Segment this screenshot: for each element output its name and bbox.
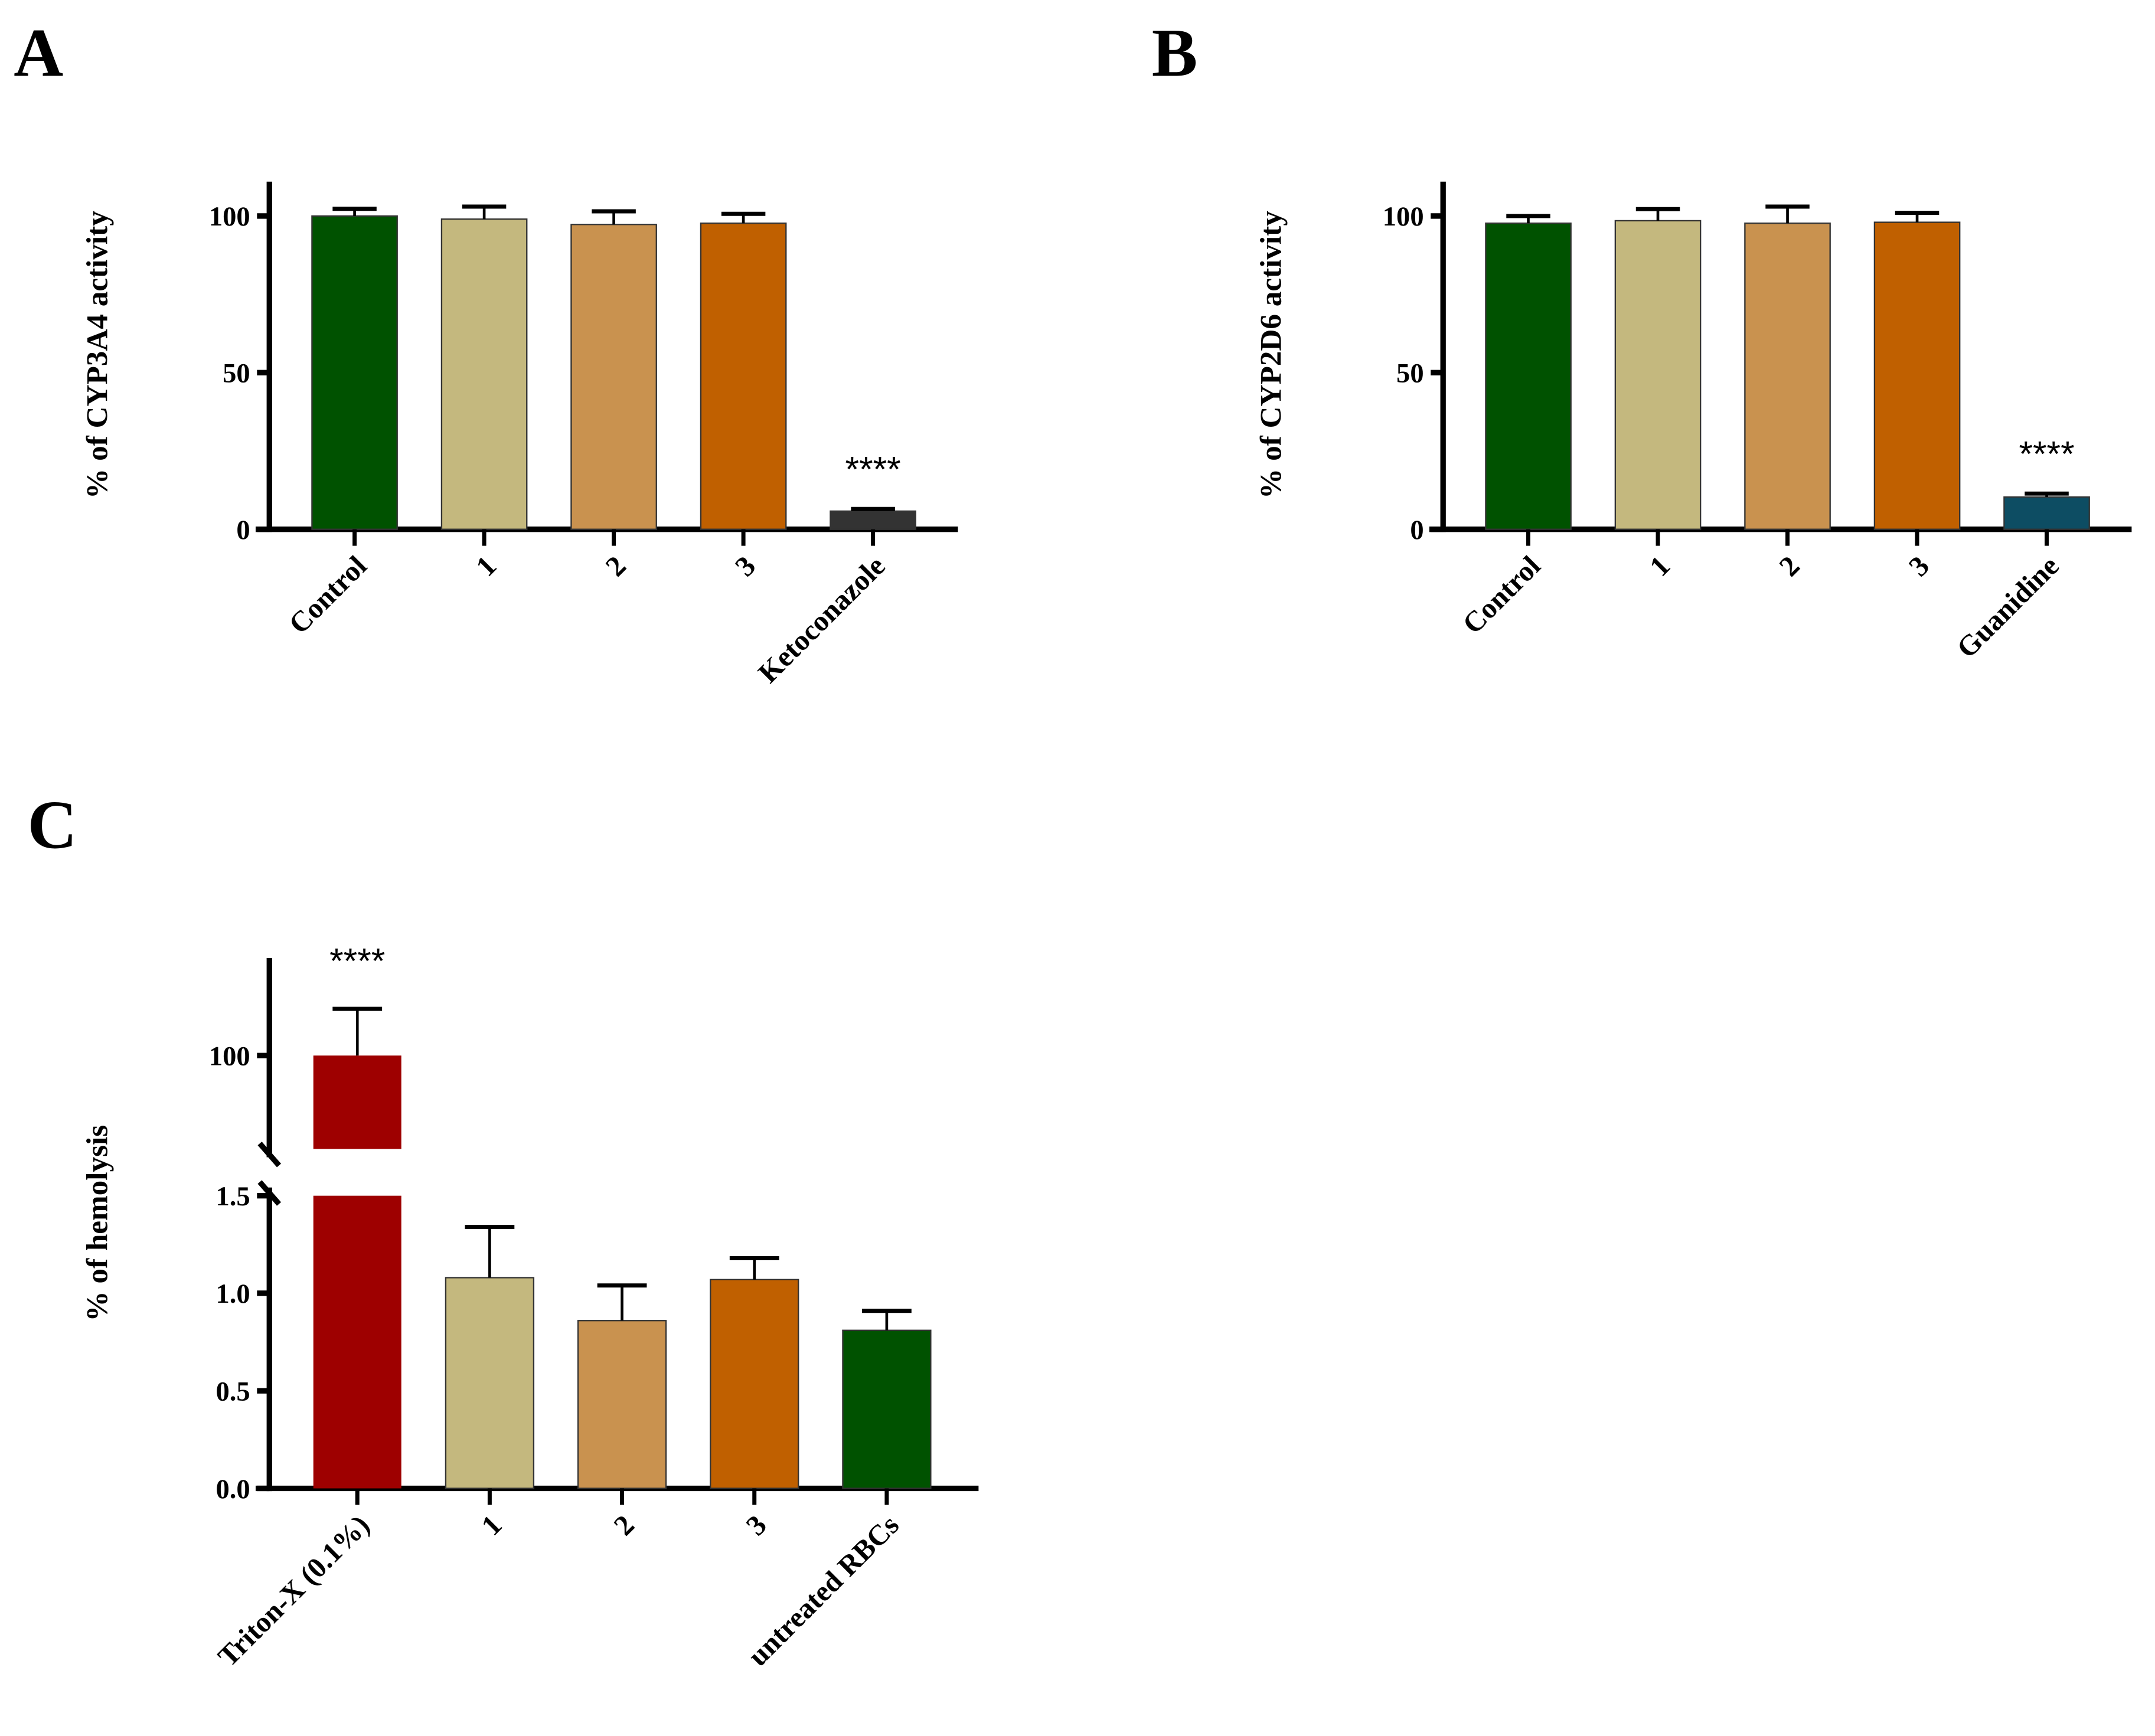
- x-tick-label: 1: [1643, 550, 1676, 583]
- x-tick-label: 3: [1902, 550, 1935, 583]
- panel-label-a: A: [14, 15, 63, 91]
- x-tick-label: 2: [599, 550, 632, 583]
- x-tick-label: Control: [1456, 550, 1546, 640]
- bar-2: [577, 1320, 667, 1489]
- y-axis-label-a: % of CYP3A4 activity: [81, 211, 115, 499]
- y-axis-label-b: % of CYP2D6 activity: [1255, 211, 1288, 499]
- y-tick-label: 0.0: [216, 1475, 250, 1505]
- significance-marker: ****: [2019, 434, 2074, 474]
- x-tick-label: 2: [607, 1509, 640, 1542]
- bar-2: [570, 224, 657, 530]
- x-tick-label: 2: [1772, 550, 1805, 583]
- significance-marker: ****: [329, 941, 385, 981]
- bar-triton-x-0-1-upper: [313, 1055, 401, 1149]
- bar-triton-x-0-1-lower: [313, 1195, 401, 1489]
- bar-ketoconazole: [830, 510, 916, 530]
- y-tick-label: 1.0: [216, 1279, 250, 1309]
- x-tick-label: 3: [740, 1509, 773, 1542]
- y-tick-label: 100: [209, 1042, 250, 1072]
- y-tick-label: 100: [1383, 202, 1424, 232]
- y-axis-label-c: % of hemolysis: [81, 1125, 115, 1322]
- panel-label-c: C: [28, 787, 77, 864]
- bar-guanidine: [2003, 496, 2090, 530]
- bar-3: [1873, 221, 1961, 530]
- bar-control: [1485, 222, 1572, 530]
- x-tick-label: 3: [729, 550, 762, 583]
- bar-untreated-rbcs: [842, 1329, 932, 1489]
- x-tick-label: Control: [282, 550, 373, 640]
- bar-control: [311, 215, 398, 530]
- x-tick-label: Guanidine: [1950, 550, 2065, 664]
- x-tick-label: Triton-X (0.1%): [211, 1509, 376, 1673]
- x-tick-label: Ketoconazole: [752, 550, 892, 689]
- y-tick-label: 0.5: [216, 1377, 250, 1407]
- panel-label-b: B: [1152, 15, 1198, 91]
- bar-1: [440, 218, 528, 530]
- bar-3: [700, 222, 787, 530]
- bar-1: [445, 1277, 535, 1489]
- bar-2: [1744, 222, 1831, 530]
- x-tick-label: 1: [475, 1509, 508, 1542]
- x-tick-label: 1: [469, 550, 502, 583]
- y-tick-label: 50: [223, 359, 250, 389]
- bar-3: [710, 1279, 799, 1489]
- axis-break-mark: [257, 1142, 282, 1168]
- y-tick-label: 1.5: [216, 1182, 250, 1212]
- bar-1: [1614, 220, 1702, 530]
- significance-marker: ****: [845, 449, 901, 489]
- y-tick-label: 50: [1396, 359, 1424, 389]
- y-tick-label: 0: [236, 515, 250, 545]
- y-tick-label: 100: [209, 202, 250, 232]
- y-tick-label: 0: [1410, 515, 1423, 545]
